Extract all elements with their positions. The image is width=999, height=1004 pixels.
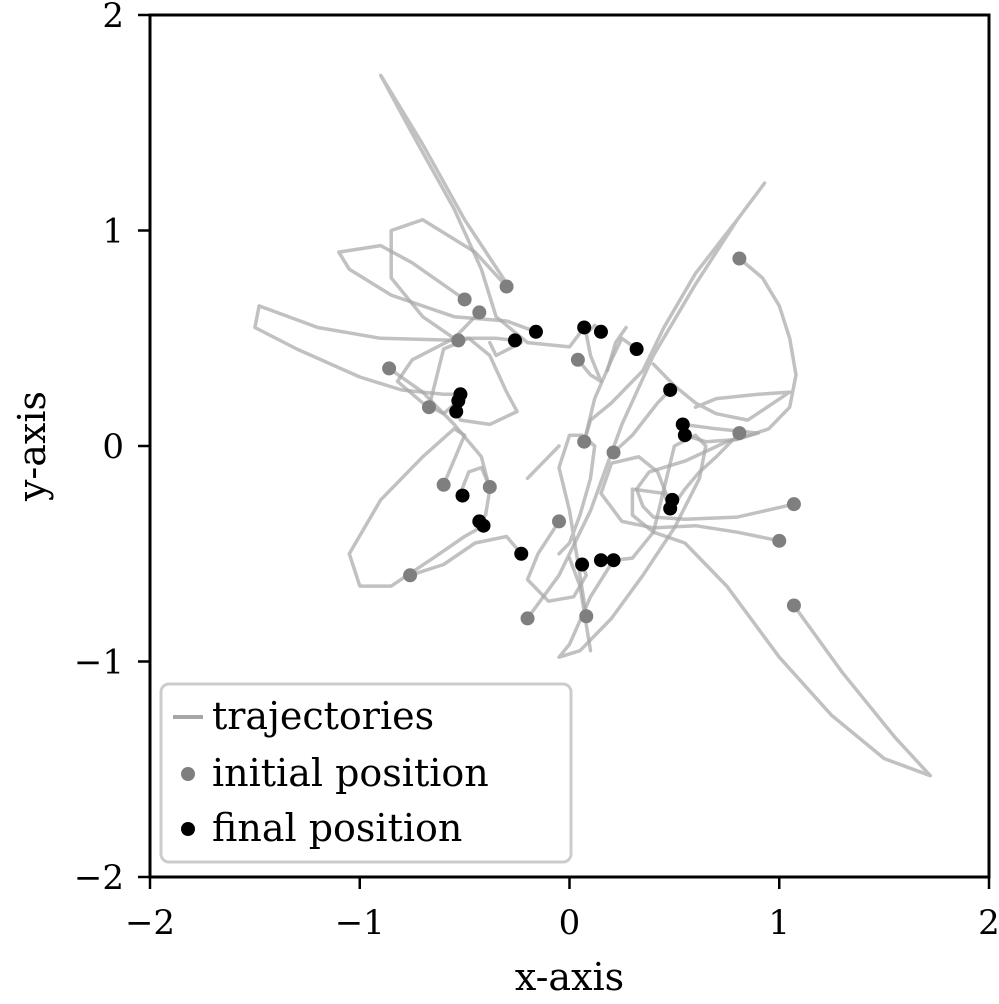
legend-box xyxy=(159,682,573,864)
trajectory-line xyxy=(378,73,586,349)
final-position-point xyxy=(677,428,692,443)
trajectory-line xyxy=(599,455,782,543)
trajectory-line xyxy=(408,534,524,578)
final-position-point xyxy=(577,320,592,335)
x-axis-label: x-axis xyxy=(515,955,624,999)
final-position-point xyxy=(449,404,464,419)
final-position-point xyxy=(528,324,543,339)
trajectory-line xyxy=(576,323,603,384)
x-tick-label: 0 xyxy=(559,903,581,943)
legend-initial-label: initial position xyxy=(212,751,489,795)
x-tick-label: −1 xyxy=(335,903,385,943)
initial-position-point xyxy=(552,514,567,529)
trajectory-line xyxy=(337,243,538,334)
final-position-point xyxy=(606,553,621,568)
initial-position-point xyxy=(786,497,801,512)
final-position-point xyxy=(663,382,678,397)
trajectory-line xyxy=(525,181,767,621)
initial-position-point xyxy=(382,361,397,376)
initial-position-point xyxy=(577,434,592,449)
trajectory-line xyxy=(389,217,517,343)
final-position-point xyxy=(593,553,608,568)
trajectory-line xyxy=(651,362,792,422)
trajectory-line xyxy=(347,427,486,588)
trajectory-line xyxy=(557,433,708,659)
y-tick-label: 0 xyxy=(102,427,124,467)
y-ticks: −2 −1 0 1 2 xyxy=(74,0,150,898)
initial-position-point xyxy=(472,305,487,320)
y-tick-label: 2 xyxy=(102,0,124,36)
x-tick-label: 2 xyxy=(978,903,999,943)
final-position-point xyxy=(593,324,608,339)
trajectory-line xyxy=(582,336,639,444)
trajectories-layer xyxy=(253,73,933,778)
legend-final-label: final position xyxy=(212,806,462,850)
trajectory-line xyxy=(605,325,628,373)
final-position-point xyxy=(451,393,466,408)
final-position-point xyxy=(575,557,590,572)
final-position-point xyxy=(514,546,529,561)
legend-trajectories-label: trajectories xyxy=(212,694,434,738)
initial-position-point xyxy=(451,333,466,348)
trajectory-line xyxy=(427,336,519,427)
initial-position-point xyxy=(570,352,585,367)
final-position-point xyxy=(629,342,644,357)
final-position-point xyxy=(663,501,678,516)
trajectory-line xyxy=(630,487,933,778)
initial-position-point xyxy=(499,279,514,294)
trajectory-line xyxy=(387,366,492,524)
initial-position-point xyxy=(786,598,801,613)
final-positions-layer xyxy=(449,320,692,572)
trajectory-line xyxy=(683,256,798,444)
y-axis-label: y-axis xyxy=(10,391,54,502)
legend: trajectories initial position final positi… xyxy=(159,682,573,864)
y-tick-label: −1 xyxy=(74,643,124,683)
initial-position-point xyxy=(606,445,621,460)
final-position-point xyxy=(455,488,470,503)
initial-position-point xyxy=(482,479,497,494)
y-tick-label: −2 xyxy=(74,858,124,898)
final-position-point xyxy=(507,333,522,348)
initial-position-point xyxy=(732,251,747,266)
x-tick-label: −2 xyxy=(125,903,175,943)
initial-position-point xyxy=(579,609,594,624)
final-position-point xyxy=(476,518,491,533)
initial-position-point xyxy=(520,611,535,626)
initial-position-point xyxy=(732,426,747,441)
initial-position-point xyxy=(421,400,436,415)
x-ticks: −2 −1 0 1 2 xyxy=(125,877,999,943)
legend-final-swatch xyxy=(181,822,195,836)
initial-position-point xyxy=(457,292,472,307)
trajectory-line xyxy=(611,388,672,455)
y-tick-label: 1 xyxy=(102,212,124,252)
trajectory-line xyxy=(525,444,561,481)
legend-initial-swatch xyxy=(181,767,195,781)
trajectory-line xyxy=(525,519,589,603)
trajectory-line xyxy=(567,556,593,653)
initial-positions-layer xyxy=(382,251,801,626)
initial-position-point xyxy=(403,568,418,583)
initial-position-point xyxy=(436,477,451,492)
trajectory-line xyxy=(634,422,796,522)
x-tick-label: 1 xyxy=(768,903,790,943)
final-position-point xyxy=(675,417,690,432)
initial-position-point xyxy=(772,533,787,548)
